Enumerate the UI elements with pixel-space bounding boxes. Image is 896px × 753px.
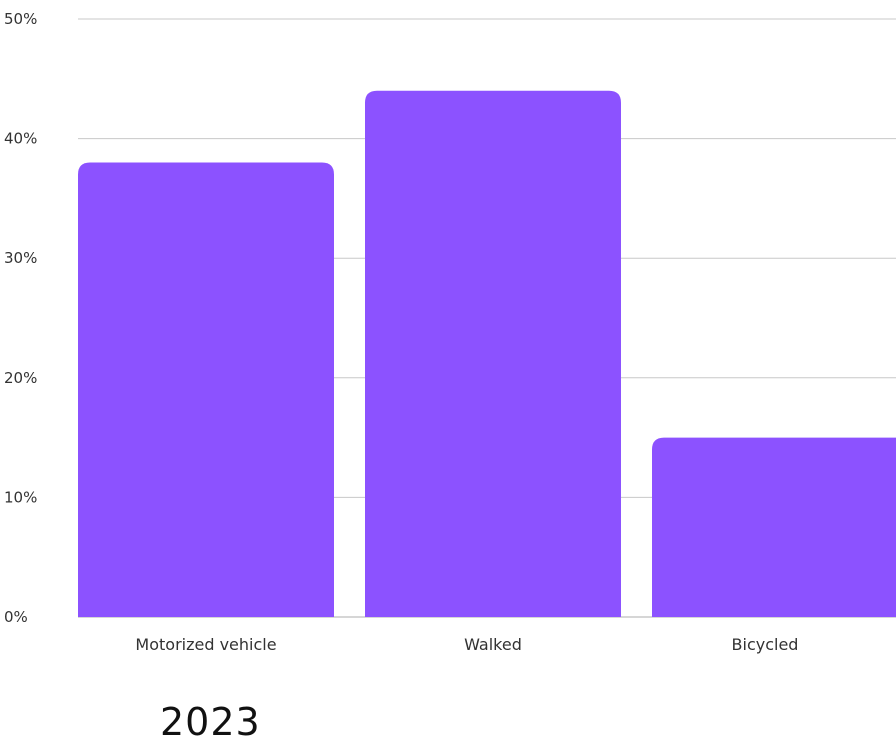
y-tick-label: 10% xyxy=(4,488,37,506)
y-tick-label: 30% xyxy=(4,249,37,267)
x-category-label: Walked xyxy=(464,635,522,654)
x-category-label: Motorized vehicle xyxy=(135,635,276,654)
y-axis-ticks: 0% 10% 20% 30% 40% 50% xyxy=(4,10,37,626)
y-tick-label: 20% xyxy=(4,369,37,387)
bars xyxy=(78,90,896,617)
bar-walked xyxy=(365,90,621,617)
y-tick-label: 50% xyxy=(4,10,37,28)
x-axis-labels: Motorized vehicle Walked Bicycled xyxy=(135,635,798,654)
x-category-label: Bicycled xyxy=(732,635,799,654)
y-tick-label: 0% xyxy=(4,608,28,626)
bar-bicycled xyxy=(652,437,896,617)
y-tick-label: 40% xyxy=(4,130,37,148)
year-caption: 2023 xyxy=(160,700,261,744)
bar-motorized-vehicle xyxy=(78,162,334,617)
